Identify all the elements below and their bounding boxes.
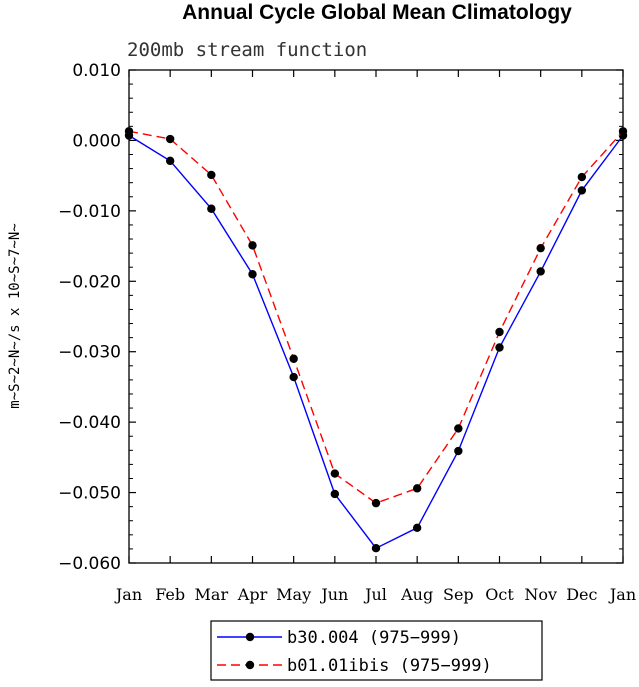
x-tick-label: Feb: [155, 585, 185, 604]
series-line-1: [128, 134, 624, 550]
data-point: [248, 241, 257, 250]
legend: b30.004 (975−999) b01.01ibis (975−999): [217, 628, 492, 676]
x-tick-label: Nov: [524, 585, 557, 604]
y-tick-label: −0.020: [58, 272, 121, 292]
data-point: [536, 267, 545, 276]
legend-label-2: b01.01ibis (975−999): [287, 656, 492, 676]
data-point: [330, 469, 340, 478]
series-group: [124, 127, 628, 553]
data-point: [165, 156, 175, 166]
y-axis-label: m~S~2~N~/s x 10~S~7~N~: [7, 223, 23, 408]
x-axis: Jan Feb Mar Apr May Jun Jul Aug Sep Oct Nov Dec Jan: [114, 70, 636, 604]
legend-label-1: b30.004 (975−999): [287, 628, 461, 648]
data-point: [495, 327, 504, 337]
data-point: [371, 498, 381, 508]
data-point: [412, 484, 422, 493]
data-point: [289, 354, 298, 363]
x-tick-label: Jan: [608, 585, 636, 604]
y-tick-label: −0.030: [58, 343, 121, 363]
y-tick-label: −0.060: [58, 554, 121, 574]
legend-marker-1: [245, 632, 255, 642]
y-tick-label: −0.040: [58, 413, 121, 433]
x-tick-label: May: [276, 585, 311, 604]
data-point: [124, 127, 134, 136]
data-point: [495, 343, 504, 352]
y-tick-label: −0.050: [58, 484, 121, 504]
data-point: [577, 172, 587, 182]
x-tick-label: Sep: [443, 585, 474, 604]
x-tick-label: Dec: [566, 585, 597, 604]
x-tick-label: Jun: [319, 585, 348, 604]
data-point: [371, 544, 381, 553]
series-line-2: [128, 130, 624, 504]
x-tick-label: Jul: [363, 585, 387, 604]
y-axis: 0.010 0.000 −0.010 −0.020 −0.030 −0.040 −0.050…: [58, 61, 623, 574]
data-point: [207, 204, 216, 213]
data-point: [454, 446, 463, 456]
data-point: [577, 186, 587, 195]
chart-subtitle: 200mb stream function: [127, 39, 367, 61]
legend-box: [210, 620, 543, 681]
x-tick-label: Apr: [237, 585, 268, 604]
data-point: [536, 243, 545, 253]
y-tick-label: 0.010: [72, 61, 121, 81]
x-tick-label: Oct: [485, 585, 514, 604]
x-tick-label: Jan: [114, 585, 142, 604]
data-point: [412, 523, 422, 532]
data-point: [454, 424, 463, 433]
data-point: [207, 170, 216, 180]
data-point: [289, 372, 298, 382]
y-tick-label: 0.000: [72, 131, 121, 151]
data-point: [618, 127, 628, 136]
plot-frame: [128, 69, 624, 564]
x-tick-label: Mar: [195, 585, 229, 604]
chart-title: Annual Cycle Global Mean Climatology: [182, 1, 572, 24]
data-point: [165, 134, 175, 144]
legend-marker-2: [245, 660, 255, 670]
data-point: [330, 489, 340, 499]
data-point: [248, 270, 257, 279]
x-tick-label: Aug: [400, 585, 433, 604]
y-tick-label: −0.010: [58, 202, 121, 222]
